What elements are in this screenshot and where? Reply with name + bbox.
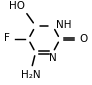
- Text: N: N: [49, 53, 57, 63]
- Text: H₂N: H₂N: [21, 70, 41, 80]
- Text: HO: HO: [9, 1, 25, 11]
- Text: NH: NH: [56, 20, 72, 30]
- Text: O: O: [80, 34, 88, 44]
- Text: F: F: [4, 33, 9, 43]
